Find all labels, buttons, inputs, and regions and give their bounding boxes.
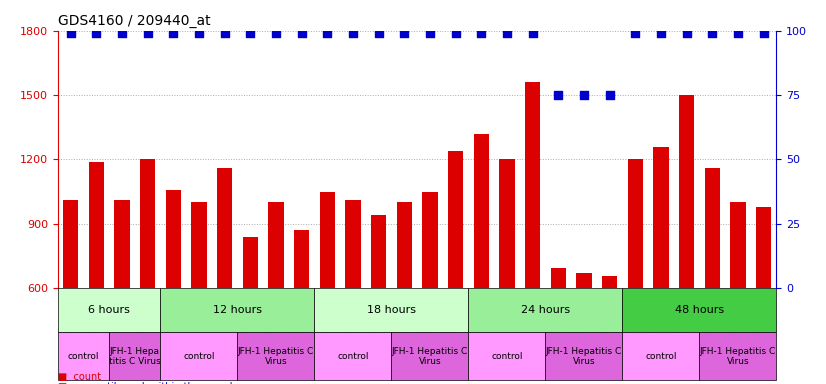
Point [320,30,334,36]
Text: ■  count: ■ count [58,372,101,382]
Point [244,30,257,36]
Bar [602,276,617,288]
Text: JFH-1 Hepatitis C
Virus: JFH-1 Hepatitis C Virus [238,346,314,366]
FancyBboxPatch shape [545,332,623,380]
Point [654,30,667,36]
Text: 24 hours: 24 hours [521,305,570,315]
Text: GDS4160 / 209440_at: GDS4160 / 209440_at [58,14,211,28]
Text: 18 hours: 18 hours [367,305,416,315]
Bar [63,200,78,288]
Point [501,30,514,36]
Bar [294,230,309,288]
Bar [448,151,463,288]
Bar [268,202,283,288]
Bar [217,168,232,288]
Point [629,30,642,36]
Point [731,30,744,36]
Text: JFH-1 Hepatitis C
Virus: JFH-1 Hepatitis C Virus [392,346,468,366]
FancyBboxPatch shape [468,332,545,380]
Point [90,30,103,36]
Bar [243,237,258,288]
FancyBboxPatch shape [392,332,468,380]
Point [680,30,693,36]
FancyBboxPatch shape [238,332,315,380]
Bar [473,134,489,288]
Point [218,30,231,36]
Text: JFH-1 Hepa
titis C Virus: JFH-1 Hepa titis C Virus [109,346,161,366]
FancyBboxPatch shape [160,332,238,380]
Point [603,92,616,98]
Bar [192,202,206,288]
Text: control: control [645,352,676,361]
Point [552,92,565,98]
Point [397,30,411,36]
FancyBboxPatch shape [468,288,623,332]
Point [372,30,385,36]
Bar [756,207,771,288]
Text: 12 hours: 12 hours [213,305,262,315]
FancyBboxPatch shape [58,332,109,380]
Point [167,30,180,36]
Bar [396,202,412,288]
Point [526,30,539,36]
Bar [577,273,591,288]
Bar [422,192,438,288]
Bar [345,200,361,288]
Bar [705,168,720,288]
Text: 6 hours: 6 hours [88,305,130,315]
Text: control: control [183,352,215,361]
FancyBboxPatch shape [623,332,700,380]
Bar [320,192,335,288]
Bar [551,268,566,288]
Bar [499,159,515,288]
Text: JFH-1 Hepatitis C
Virus: JFH-1 Hepatitis C Virus [546,346,622,366]
Point [295,30,308,36]
Point [192,30,206,36]
Point [449,30,463,36]
FancyBboxPatch shape [623,288,776,332]
FancyBboxPatch shape [315,332,392,380]
Bar [165,189,181,288]
Point [116,30,129,36]
Text: ■  percentile rank within the sample: ■ percentile rank within the sample [58,382,239,384]
FancyBboxPatch shape [160,288,315,332]
Bar [628,159,643,288]
Bar [88,162,104,288]
Point [475,30,488,36]
Bar [525,82,540,288]
Text: control: control [337,352,368,361]
Point [757,30,770,36]
FancyBboxPatch shape [315,288,468,332]
Point [577,92,591,98]
Point [705,30,719,36]
Bar [114,200,130,288]
FancyBboxPatch shape [109,332,160,380]
Point [141,30,154,36]
Text: control: control [491,352,523,361]
FancyBboxPatch shape [700,332,776,380]
Text: JFH-1 Hepatitis C
Virus: JFH-1 Hepatitis C Virus [700,346,776,366]
Point [269,30,282,36]
Bar [140,159,155,288]
Text: 48 hours: 48 hours [675,305,724,315]
Point [64,30,78,36]
Bar [371,215,387,288]
Point [346,30,359,36]
Bar [653,147,669,288]
Bar [679,95,695,288]
Point [424,30,437,36]
FancyBboxPatch shape [58,288,160,332]
Text: control: control [68,352,99,361]
Bar [730,202,746,288]
